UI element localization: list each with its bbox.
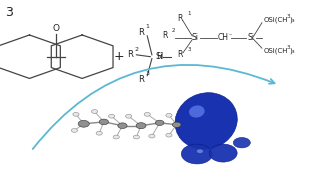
Text: 1: 1 <box>146 24 149 29</box>
Text: 3: 3 <box>188 47 191 52</box>
Text: 3: 3 <box>287 45 290 50</box>
Circle shape <box>133 135 140 139</box>
Circle shape <box>136 123 146 129</box>
Text: 1: 1 <box>188 11 191 16</box>
Text: R: R <box>162 31 167 40</box>
Circle shape <box>78 120 89 127</box>
Text: R: R <box>138 28 144 37</box>
Circle shape <box>96 131 102 135</box>
Ellipse shape <box>233 138 250 148</box>
Text: –: – <box>229 33 232 37</box>
Circle shape <box>108 114 115 118</box>
Ellipse shape <box>197 149 203 153</box>
Text: R: R <box>178 50 183 59</box>
Circle shape <box>118 123 127 129</box>
Text: )₃: )₃ <box>289 48 294 54</box>
Text: +: + <box>114 50 125 63</box>
Text: R: R <box>178 14 183 23</box>
Circle shape <box>99 119 108 125</box>
Circle shape <box>166 133 172 137</box>
Text: 3: 3 <box>5 6 12 19</box>
Text: )₃: )₃ <box>289 17 294 23</box>
Text: 3: 3 <box>287 14 290 19</box>
Circle shape <box>113 135 119 139</box>
Text: OSi(CH: OSi(CH <box>264 48 288 54</box>
Text: Si: Si <box>248 33 255 42</box>
Circle shape <box>71 129 78 132</box>
Circle shape <box>73 112 79 116</box>
Text: R: R <box>138 75 144 84</box>
Ellipse shape <box>181 144 212 164</box>
Ellipse shape <box>175 93 237 149</box>
Ellipse shape <box>189 105 205 118</box>
Text: H: H <box>157 52 163 61</box>
Text: OSi(CH: OSi(CH <box>264 17 288 23</box>
Text: CH: CH <box>218 33 229 42</box>
Circle shape <box>149 134 155 138</box>
Text: R: R <box>127 50 133 59</box>
Text: Si: Si <box>155 52 163 61</box>
Text: O: O <box>52 24 59 33</box>
Text: 2: 2 <box>135 47 139 52</box>
Circle shape <box>91 110 98 113</box>
Text: 2: 2 <box>172 28 175 33</box>
Ellipse shape <box>209 144 237 162</box>
Circle shape <box>155 120 164 125</box>
Circle shape <box>144 112 150 116</box>
Circle shape <box>126 114 132 118</box>
Circle shape <box>172 122 181 127</box>
Text: 3: 3 <box>146 71 150 76</box>
FancyArrowPatch shape <box>33 65 275 149</box>
Text: Si: Si <box>192 33 199 42</box>
Circle shape <box>166 113 172 117</box>
